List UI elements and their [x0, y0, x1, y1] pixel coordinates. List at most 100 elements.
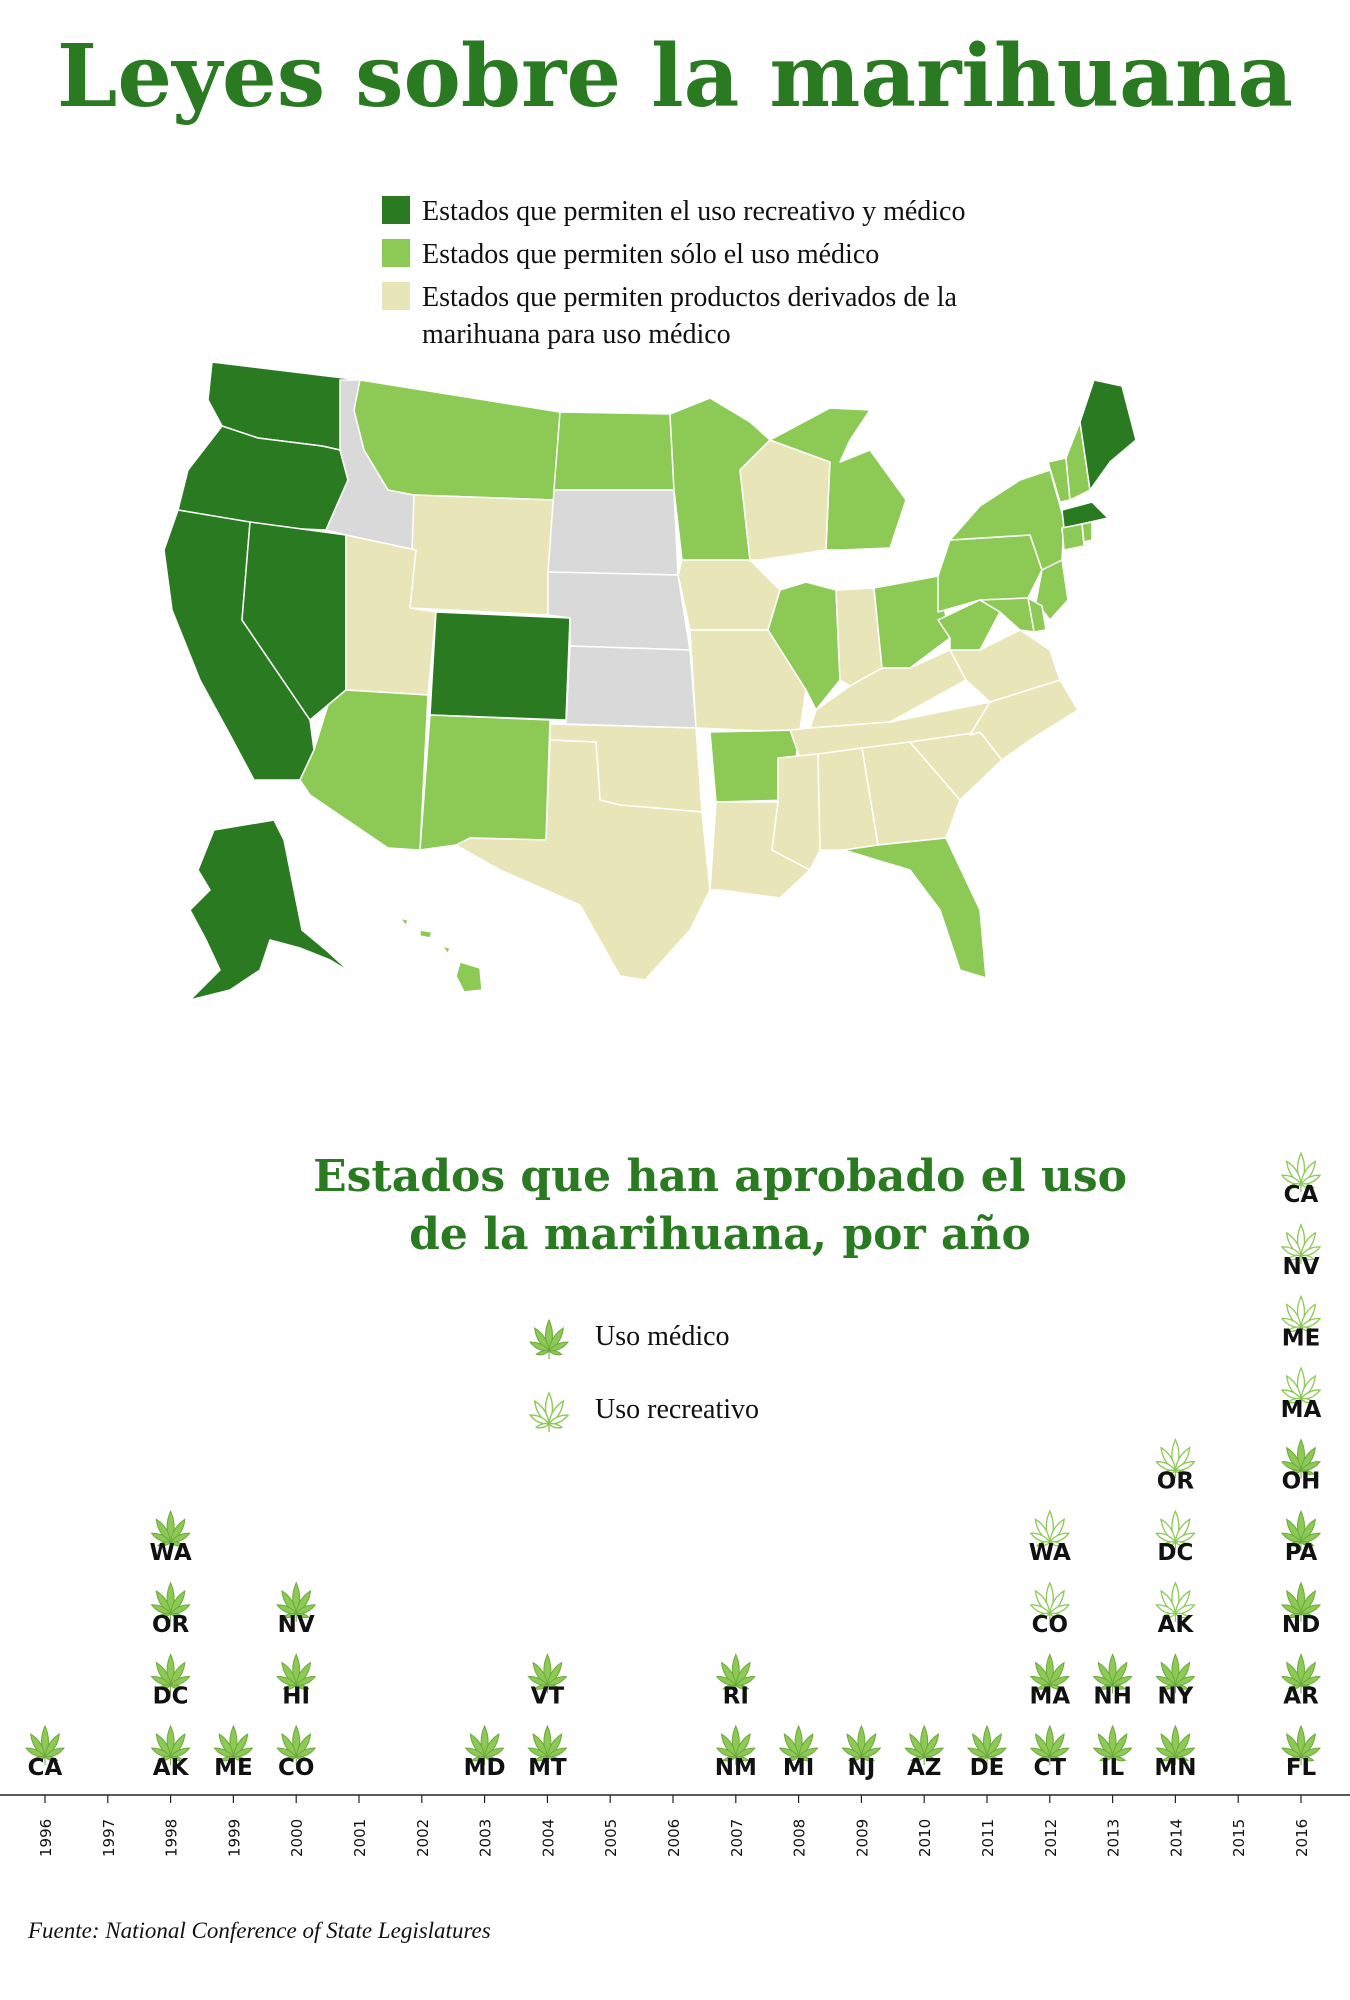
main-title: Leyes sobre la marihuana: [56, 26, 1294, 127]
state-AK: [189, 819, 351, 1001]
medical-leaf-mark: [527, 1653, 568, 1694]
state-code-label: OH: [1282, 1469, 1321, 1495]
state-code-label: OR: [152, 1612, 190, 1638]
state-code-label: AZ: [907, 1755, 941, 1781]
state-code-label: RI: [723, 1683, 749, 1709]
state-CO: [429, 611, 571, 721]
state-code-label: MN: [1154, 1755, 1196, 1781]
medical-leaf-mark: [464, 1724, 505, 1765]
year-label: 2003: [477, 1819, 495, 1857]
year-label: 2007: [728, 1819, 746, 1857]
state-code-label: AK: [1158, 1612, 1195, 1638]
medical-leaf-mark: [715, 1724, 756, 1765]
medical-leaf-mark: [276, 1653, 317, 1694]
year-label: 1996: [37, 1819, 55, 1857]
recreational-leaf-mark: [1280, 1223, 1322, 1264]
recreational-leaf-mark: [1155, 1581, 1196, 1622]
state-code-label: NY: [1157, 1683, 1193, 1709]
medical-leaf-mark: [1281, 1509, 1321, 1551]
medical-leaf-mark: [1092, 1724, 1133, 1765]
year-label: 2015: [1230, 1819, 1248, 1857]
state-code-label: NV: [1282, 1254, 1319, 1280]
state-code-label: CT: [1034, 1755, 1067, 1781]
medical-leaf-mark: [150, 1509, 191, 1551]
state-GA: [861, 741, 961, 846]
state-CT: [1061, 523, 1085, 551]
state-code-label: DC: [1157, 1540, 1193, 1566]
year-label: 2005: [602, 1819, 620, 1857]
state-code-label: ME: [1282, 1325, 1321, 1351]
recreational-leaf-mark: [1029, 1509, 1071, 1551]
medical-leaf-mark: [1092, 1653, 1133, 1694]
year-label: 2010: [916, 1819, 934, 1857]
year-label: 2002: [414, 1819, 432, 1857]
state-MS: [771, 753, 821, 871]
medical-leaf-mark: [715, 1653, 756, 1694]
state-code-label: CO: [278, 1755, 314, 1781]
medical-leaf-mark: [276, 1724, 317, 1765]
recreational-leaf-icon: [528, 1391, 570, 1432]
recreational-leaf-mark: [1280, 1294, 1322, 1336]
medical-leaf-mark: [1155, 1653, 1196, 1694]
medical-leaf-mark: [1281, 1653, 1321, 1694]
state-code-label: NM: [715, 1755, 757, 1781]
year-label: 1997: [100, 1819, 118, 1857]
state-code-label: CA: [28, 1755, 63, 1781]
state-MT: [353, 379, 561, 501]
legend-label-recreational: Estados que permiten el uso recreativo y…: [422, 196, 966, 227]
state-code-label: MD: [464, 1755, 506, 1781]
year-label: 2000: [288, 1819, 306, 1857]
medical-leaf-mark: [213, 1724, 254, 1765]
state-NM: [419, 714, 551, 851]
timeline-legend-medical: Uso médico: [515, 1305, 730, 1369]
state-NJ: [1035, 559, 1069, 621]
state-OH: [873, 575, 951, 669]
state-code-label: VT: [531, 1683, 565, 1709]
state-code-label: NV: [278, 1612, 315, 1638]
year-label: 2014: [1167, 1819, 1185, 1857]
legend-item-recreational: Estados que permiten el uso recreativo y…: [382, 193, 1102, 230]
state-code-label: MI: [783, 1755, 814, 1781]
state-code-label: MA: [1029, 1683, 1070, 1709]
state-code-label: ND: [1282, 1612, 1320, 1638]
state-code-label: NH: [1093, 1683, 1132, 1709]
medical-leaf-mark: [25, 1724, 65, 1765]
state-code-label: MT: [528, 1755, 567, 1781]
year-label: 2004: [539, 1819, 557, 1857]
recreational-leaf-mark: [1280, 1366, 1322, 1407]
state-code-label: OR: [1157, 1469, 1195, 1495]
medical-leaf-mark: [1281, 1438, 1321, 1479]
state-KS: [565, 645, 697, 729]
medical-leaf-mark: [150, 1653, 191, 1694]
timeline-chart: 1996 CA 1997 1998 AK DC OR WA 1999 ME 2000 CO HI NV 20…: [0, 1151, 1350, 1857]
legend-swatch-derived: [382, 282, 410, 310]
state-code-label: AK: [153, 1755, 190, 1781]
state-WY: [409, 494, 555, 616]
state-code-label: DC: [153, 1683, 189, 1709]
recreational-leaf-mark: [1280, 1151, 1322, 1193]
year-label: 1998: [163, 1819, 181, 1857]
medical-leaf-mark: [904, 1724, 945, 1765]
state-MD: [979, 597, 1035, 633]
recreational-leaf-mark: [1155, 1438, 1196, 1479]
state-code-label: FL: [1286, 1755, 1317, 1781]
state-SD: [547, 489, 679, 576]
year-label: 2008: [791, 1819, 809, 1857]
state-code-label: PA: [1285, 1540, 1318, 1566]
medical-leaf-mark: [527, 1724, 568, 1765]
timeline-legend-recreational-label: Uso recreativo: [595, 1394, 760, 1425]
recreational-leaf-mark: [1155, 1509, 1196, 1551]
legend-swatch-recreational: [382, 196, 410, 224]
medical-leaf-mark: [1281, 1581, 1321, 1622]
legend-item-medical: Estados que permiten sólo el uso médico: [382, 236, 1102, 273]
medical-leaf-mark: [1029, 1724, 1070, 1765]
state-TX: [455, 739, 711, 981]
recreational-leaf-mark: [1029, 1581, 1071, 1622]
medical-leaf-mark: [1281, 1724, 1321, 1765]
timeline-legend-medical-label: Uso médico: [595, 1321, 730, 1352]
year-label: 1999: [225, 1819, 243, 1857]
chart-title: Estados que han aprobado el uso de la ma…: [220, 1148, 1220, 1264]
legend-label-derived: Estados que permiten productos derivados…: [422, 282, 957, 350]
year-label: 2016: [1293, 1819, 1311, 1857]
state-ME: [1079, 379, 1137, 491]
